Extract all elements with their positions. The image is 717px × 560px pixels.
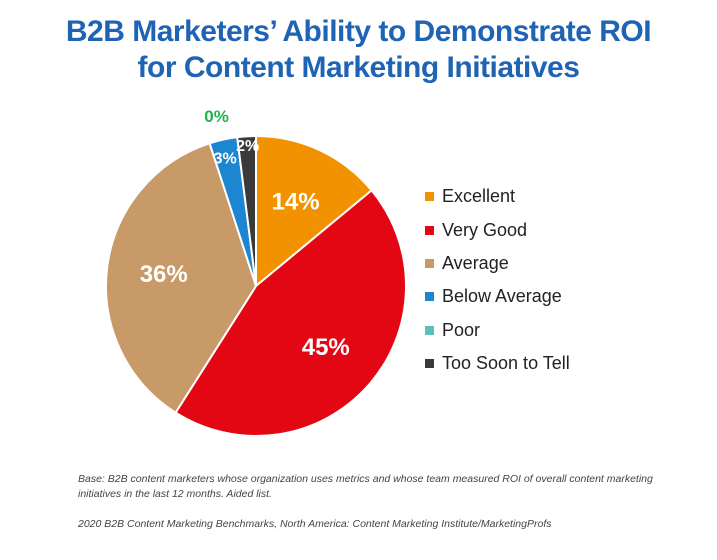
chart-title: B2B Marketers’ Ability to Demonstrate RO… (0, 14, 717, 86)
legend-label: Below Average (442, 286, 562, 307)
legend-item-very-good: Very Good (425, 213, 570, 246)
legend-label: Poor (442, 319, 481, 340)
pie-slices (105, 134, 407, 437)
legend-item-too-soon-to-tell: Too Soon to Tell (425, 347, 570, 380)
legend-label: Very Good (442, 219, 528, 240)
legend-item-poor: Poor (425, 314, 570, 347)
slice-excellent (255, 134, 373, 289)
label-too-soon-to-tell: 2% (236, 138, 259, 155)
title-line-2: for Content Marketing Initiatives (137, 51, 580, 84)
label-very-good: 45% (302, 334, 350, 361)
chart-legend: Excellent Very Good Average Below Average Po… (425, 180, 570, 380)
legend-label: Too Soon to Tell (442, 353, 570, 374)
legend-item-excellent: Excellent (425, 180, 570, 213)
legend-swatch (425, 192, 434, 202)
title-line-1: B2B Marketers’ Ability to Demonstrate RO… (65, 15, 652, 48)
pie-labels: 14% 45% 36% 3% 0% 2% (140, 107, 350, 361)
legend-item-average: Average (425, 247, 570, 280)
label-below-average: 3% (214, 151, 237, 168)
legend-swatch (425, 359, 434, 369)
legend-swatch (425, 292, 434, 302)
footnote-base: Base: B2B content marketers whose organi… (78, 473, 653, 500)
legend-item-below-average: Below Average (425, 280, 570, 313)
legend-swatch (425, 258, 434, 268)
slice-too-soon-to-tell (236, 134, 257, 287)
legend-label: Excellent (442, 186, 516, 207)
footnote-source: 2020 B2B Content Marketing Benchmarks, N… (78, 518, 552, 530)
label-poor: 0% (204, 107, 229, 126)
label-excellent: 14% (272, 188, 320, 215)
slice-average (105, 142, 258, 415)
legend-swatch (425, 325, 434, 335)
legend-label: Average (442, 252, 509, 273)
label-average: 36% (140, 261, 188, 288)
legend-swatch (425, 225, 434, 235)
slice-very-good (174, 188, 407, 437)
